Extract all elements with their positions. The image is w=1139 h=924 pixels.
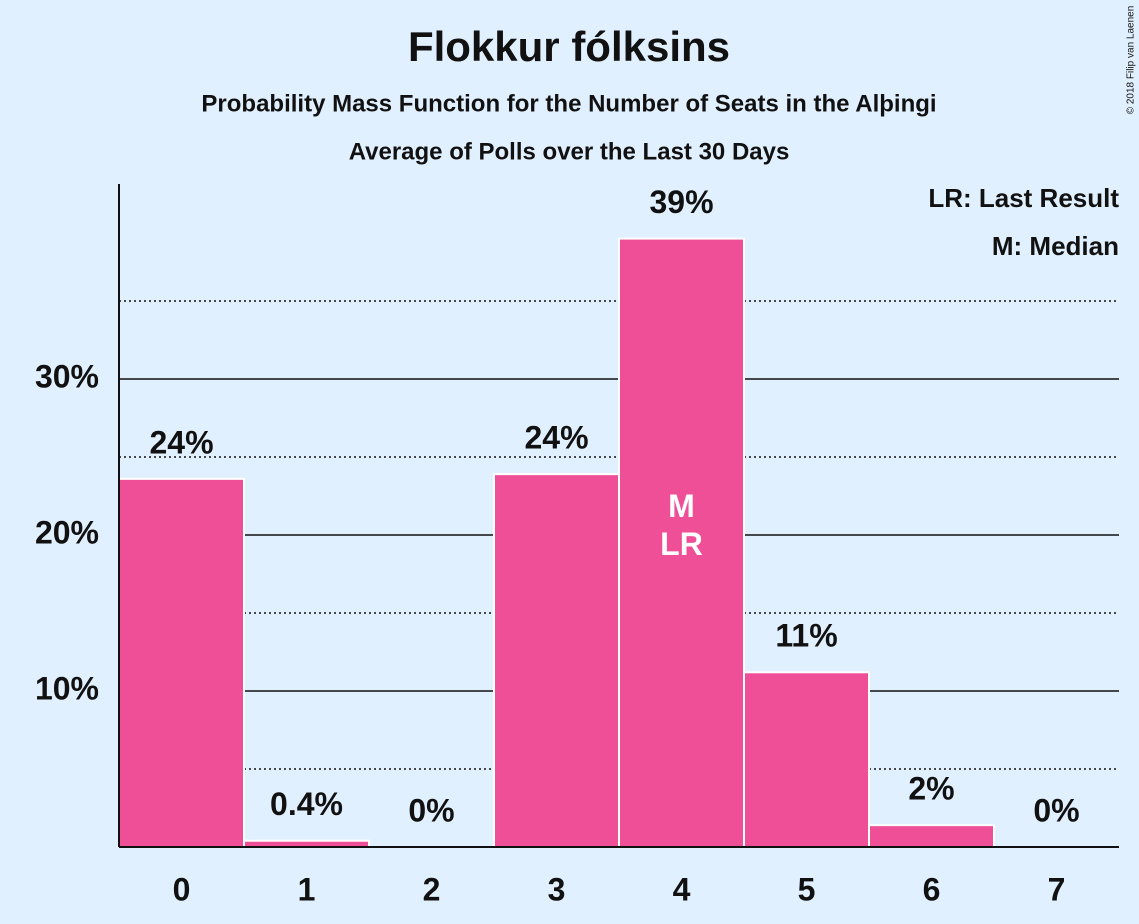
bar <box>118 477 245 848</box>
copyright: © 2018 Filip van Laenen <box>1126 6 1137 115</box>
x-tick-label: 2 <box>423 871 441 907</box>
y-tick-label: 30% <box>35 358 99 394</box>
y-tick-label: 10% <box>35 670 99 706</box>
value-label: 2% <box>908 771 954 807</box>
value-label: 24% <box>524 420 588 456</box>
bar <box>493 473 620 848</box>
value-label: 24% <box>149 424 213 460</box>
x-tick-label: 7 <box>1048 871 1066 907</box>
x-tick-label: 4 <box>673 871 691 907</box>
bar-annotation: LR <box>660 526 703 562</box>
x-tick-label: 3 <box>548 871 566 907</box>
chart-subtitle: Average of Polls over the Last 30 Days <box>349 138 790 165</box>
bar <box>868 824 995 848</box>
value-label: 0% <box>408 792 454 828</box>
x-tick-label: 0 <box>173 871 191 907</box>
bar <box>618 237 745 849</box>
bar-annotation: M <box>668 488 695 524</box>
value-label: 11% <box>775 618 837 654</box>
value-label: 39% <box>649 184 713 220</box>
chart-title: Flokkur fólksins <box>408 23 730 70</box>
value-label: 0.4% <box>270 786 343 822</box>
x-tick-label: 5 <box>798 871 816 907</box>
x-tick-label: 6 <box>923 871 941 907</box>
x-tick-label: 1 <box>298 871 316 907</box>
chart-subtitle: Probability Mass Function for the Number… <box>201 90 936 117</box>
bar <box>743 671 870 849</box>
legend-entry: M: Median <box>992 231 1119 261</box>
value-label: 0% <box>1033 792 1079 828</box>
legend-entry: LR: Last Result <box>928 183 1119 213</box>
y-tick-label: 20% <box>35 514 99 550</box>
